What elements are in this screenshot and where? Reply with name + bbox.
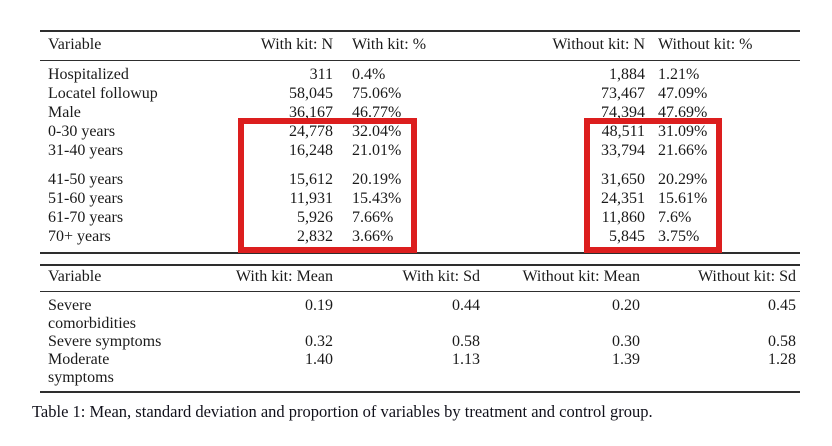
cell-with-kit-n: 311 [309, 66, 333, 83]
cell-without-kit-n: 5,845 [609, 228, 645, 245]
cell-with-kit-sd: 1.13 [452, 351, 480, 368]
cell-without-kit-mean: 0.20 [612, 297, 640, 314]
table-row: 70+ years 2,832 3.66% 5,845 3.75% [40, 227, 800, 253]
cell-with-kit-n: 24,778 [289, 123, 333, 140]
col-header-without-kit-mean: Without kit: Mean [484, 265, 644, 292]
table-row: Severe symptoms 0.32 0.58 0.30 0.58 [40, 333, 800, 351]
col-header-with-kit-mean: With kit: Mean [200, 265, 337, 292]
highlight-box-without-kit-ages [584, 118, 722, 253]
cell-variable: Severe comorbidities [48, 297, 136, 332]
cell-without-kit-sd: 0.45 [768, 297, 796, 314]
cell-variable: 31-40 years [48, 142, 124, 159]
cell-without-kit-pct: 20.29% [658, 171, 708, 188]
col-header-variable: Variable [40, 265, 200, 292]
cell-without-kit-pct: 47.69% [658, 104, 708, 121]
cell-without-kit-pct: 3.75% [658, 228, 700, 245]
cell-without-kit-mean: 0.30 [612, 333, 640, 350]
cell-variable: 51-60 years [48, 190, 124, 207]
cell-with-kit-pct: 75.06% [352, 85, 402, 102]
cell-with-kit-n: 5,926 [297, 209, 333, 226]
cell-variable: 61-70 years [48, 209, 124, 226]
cell-with-kit-n: 16,248 [289, 142, 333, 159]
table-caption: Table 1: Mean, standard deviation and pr… [32, 402, 653, 421]
col-header-without-kit-n: Without kit: N [437, 31, 649, 61]
cell-with-kit-n: 15,612 [289, 171, 333, 188]
cell-variable: Severe symptoms [48, 333, 162, 350]
cell-with-kit-pct: 3.66% [352, 228, 394, 245]
cell-variable: 70+ years [48, 228, 111, 245]
table-row: 41-50 years 15,612 20.19% 31,650 20.29% [40, 160, 800, 189]
cell-with-kit-pct: 46.77% [352, 104, 402, 121]
counts-proportions-table: Variable With kit: N With kit: % Without… [40, 30, 800, 254]
cell-with-kit-n: 58,045 [289, 85, 333, 102]
cell-variable: Male [48, 104, 81, 121]
cell-with-kit-pct: 0.4% [352, 66, 386, 83]
cell-with-kit-pct: 32.04% [352, 123, 402, 140]
col-header-with-kit-n: With kit: N [238, 31, 337, 61]
cell-variable: 0-30 years [48, 123, 116, 140]
table1-header-row: Variable With kit: N With kit: % Without… [40, 31, 800, 61]
cell-without-kit-n: 24,351 [601, 190, 645, 207]
cell-without-kit-n: 73,467 [601, 85, 645, 102]
cell-without-kit-pct: 7.6% [658, 209, 692, 226]
cell-without-kit-pct: 15.61% [658, 190, 708, 207]
cell-without-kit-sd: 0.58 [768, 333, 796, 350]
cell-without-kit-n: 74,394 [601, 104, 645, 121]
table-row: 61-70 years 5,926 7.66% 11,860 7.6% [40, 208, 800, 227]
cell-variable: 41-50 years [48, 171, 124, 188]
table-row: Male 36,167 46.77% 74,394 47.69% [40, 103, 800, 122]
cell-without-kit-sd: 1.28 [768, 351, 796, 368]
col-header-without-kit-sd: Without kit: Sd [644, 265, 800, 292]
table-row: Hospitalized 311 0.4% 1,884 1.21% [40, 61, 800, 85]
cell-with-kit-mean: 0.32 [305, 333, 333, 350]
cell-without-kit-pct: 1.21% [658, 66, 700, 83]
cell-with-kit-mean: 0.19 [305, 297, 333, 314]
cell-without-kit-n: 1,884 [609, 66, 645, 83]
col-header-without-kit-pct: Without kit: % [649, 31, 800, 61]
cell-with-kit-pct: 7.66% [352, 209, 394, 226]
col-header-with-kit-sd: With kit: Sd [337, 265, 484, 292]
table-row: 51-60 years 11,931 15.43% 24,351 15.61% [40, 189, 800, 208]
cell-without-kit-mean: 1.39 [612, 351, 640, 368]
cell-with-kit-pct: 21.01% [352, 142, 402, 159]
highlight-box-with-kit-ages [238, 118, 417, 253]
mean-sd-table: Variable With kit: Mean With kit: Sd Wit… [40, 264, 800, 393]
cell-variable: Hospitalized [48, 66, 129, 83]
cell-without-kit-pct: 21.66% [658, 142, 708, 159]
cell-with-kit-sd: 0.44 [452, 297, 480, 314]
col-header-variable: Variable [40, 31, 238, 61]
cell-with-kit-pct: 15.43% [352, 190, 402, 207]
cell-without-kit-n: 11,860 [601, 209, 645, 226]
cell-without-kit-n: 31,650 [601, 171, 645, 188]
cell-without-kit-pct: 31.09% [658, 123, 708, 140]
cell-without-kit-n: 48,511 [601, 123, 645, 140]
col-header-with-kit-pct: With kit: % [337, 31, 437, 61]
table-row: 31-40 years 16,248 21.01% 33,794 21.66% [40, 141, 800, 160]
cell-variable: Moderate symptoms [48, 351, 114, 386]
table-row: Moderate symptoms 1.40 1.13 1.39 1.28 [40, 351, 800, 392]
cell-with-kit-n: 36,167 [289, 104, 333, 121]
cell-without-kit-n: 33,794 [601, 142, 645, 159]
cell-with-kit-n: 11,931 [289, 190, 333, 207]
cell-variable: Locatel followup [48, 85, 158, 102]
cell-with-kit-n: 2,832 [297, 228, 333, 245]
table-row: Severe comorbidities 0.19 0.44 0.20 0.45 [40, 292, 800, 334]
cell-with-kit-pct: 20.19% [352, 171, 402, 188]
table-row: Locatel followup 58,045 75.06% 73,467 47… [40, 84, 800, 103]
cell-with-kit-mean: 1.40 [305, 351, 333, 368]
cell-without-kit-pct: 47.09% [658, 85, 708, 102]
table-row: 0-30 years 24,778 32.04% 48,511 31.09% [40, 122, 800, 141]
cell-with-kit-sd: 0.58 [452, 333, 480, 350]
table2-header-row: Variable With kit: Mean With kit: Sd Wit… [40, 265, 800, 292]
